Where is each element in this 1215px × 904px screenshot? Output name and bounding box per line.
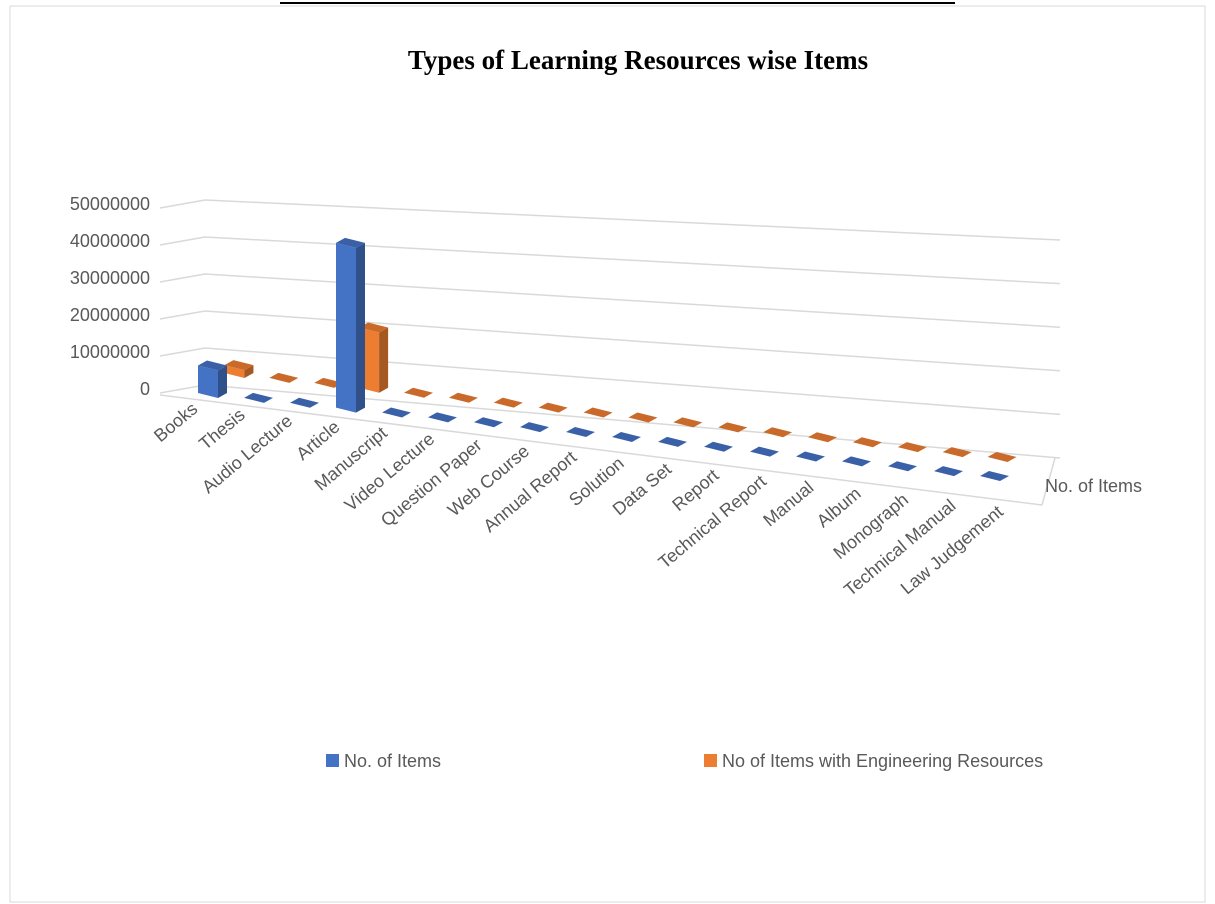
depth-axis	[1041, 457, 1056, 506]
grid-line	[159, 236, 1061, 285]
x-axis	[159, 394, 1043, 506]
bar-side	[379, 327, 389, 393]
bar-top	[474, 417, 503, 428]
grid-line	[159, 347, 1061, 416]
bar-top	[763, 427, 793, 438]
chart-title: Types of Learning Resources wise Items	[408, 45, 868, 75]
bar-side	[244, 365, 254, 378]
bar-top	[448, 392, 478, 403]
bar-side	[218, 365, 227, 398]
legend-swatch	[704, 754, 717, 767]
bar-top	[987, 452, 1017, 463]
bar-top	[583, 407, 613, 418]
bar-top	[428, 412, 457, 423]
bar-top	[942, 447, 972, 458]
bar-side	[356, 242, 365, 413]
bar-top	[336, 237, 365, 248]
legend-swatch	[326, 754, 339, 767]
grid-line	[159, 199, 1061, 241]
grid-line	[159, 310, 1061, 372]
grid-line	[159, 273, 1061, 328]
bar-front	[198, 365, 218, 398]
bar-top	[224, 360, 254, 371]
bar-top	[382, 407, 411, 418]
bar-top	[314, 377, 344, 388]
bar-top	[493, 397, 523, 408]
bar-top	[673, 417, 703, 428]
bar-top	[538, 402, 568, 413]
bar-top	[359, 322, 389, 333]
bar-top	[718, 422, 748, 433]
bar-top	[808, 432, 837, 443]
bar-top	[842, 456, 871, 467]
legend-label: No. of Items	[344, 751, 441, 771]
bar-top	[198, 360, 227, 371]
bar-top	[566, 427, 595, 438]
bar-top	[796, 451, 825, 462]
y-tick-label: 0	[140, 379, 150, 399]
y-tick-label: 30000000	[70, 268, 150, 288]
y-tick-label: 50000000	[70, 194, 150, 214]
bar-top	[658, 436, 687, 447]
depth-axis-label: No. of Items	[1045, 476, 1142, 496]
bar-top	[628, 412, 658, 423]
bar-top	[897, 442, 927, 453]
bar-top	[404, 387, 433, 398]
bar-top	[244, 392, 273, 403]
bar-front	[336, 242, 356, 413]
legend-label: No of Items with Engineering Resources	[722, 751, 1043, 771]
bar-top	[934, 466, 963, 477]
bar-top	[750, 446, 779, 457]
y-tick-label: 40000000	[70, 231, 150, 251]
y-tick-label: 20000000	[70, 305, 150, 325]
y-tick-label: 10000000	[70, 342, 150, 362]
bar-top	[980, 471, 1009, 482]
bar-top	[612, 431, 641, 442]
bar-front	[224, 365, 245, 378]
bar-top	[520, 422, 549, 433]
bar-top	[269, 372, 299, 383]
bar-top	[704, 441, 733, 452]
bar-top	[290, 397, 319, 408]
bar-top	[852, 437, 882, 448]
bar-top	[888, 461, 917, 472]
